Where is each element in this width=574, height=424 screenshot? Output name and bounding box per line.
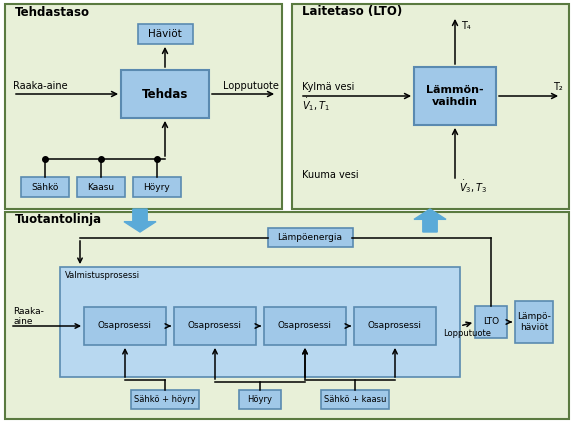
Text: Höyry: Höyry — [144, 182, 170, 192]
Text: Kuuma vesi: Kuuma vesi — [302, 170, 359, 180]
Text: Tehdas: Tehdas — [142, 87, 188, 100]
Text: Raaka-aine: Raaka-aine — [13, 81, 68, 91]
FancyBboxPatch shape — [5, 4, 282, 209]
Polygon shape — [414, 209, 446, 232]
FancyBboxPatch shape — [5, 212, 569, 419]
Text: Raaka-: Raaka- — [13, 307, 44, 316]
FancyBboxPatch shape — [133, 177, 181, 197]
Text: Kylmä vesi: Kylmä vesi — [302, 82, 354, 92]
FancyBboxPatch shape — [292, 4, 569, 209]
Text: T₂: T₂ — [553, 82, 563, 92]
FancyBboxPatch shape — [84, 307, 166, 345]
Text: Osaprosessi: Osaprosessi — [278, 321, 332, 330]
Text: Sähkö + höyry: Sähkö + höyry — [134, 396, 196, 404]
FancyBboxPatch shape — [515, 301, 553, 343]
FancyBboxPatch shape — [264, 307, 346, 345]
FancyBboxPatch shape — [414, 67, 496, 125]
Text: Lämmön-
vaihdin: Lämmön- vaihdin — [426, 85, 484, 107]
FancyBboxPatch shape — [77, 177, 125, 197]
Text: Laitetaso (LTO): Laitetaso (LTO) — [302, 6, 402, 19]
Text: Höyry: Höyry — [247, 396, 273, 404]
FancyBboxPatch shape — [475, 306, 507, 338]
Text: Häviöt: Häviöt — [148, 29, 182, 39]
FancyBboxPatch shape — [60, 267, 460, 377]
FancyBboxPatch shape — [121, 70, 209, 118]
Text: aine: aine — [13, 316, 33, 326]
Text: Valmistusprosessi: Valmistusprosessi — [65, 271, 140, 279]
Text: Lopputuote: Lopputuote — [443, 329, 491, 338]
Text: Sähkö: Sähkö — [32, 182, 59, 192]
FancyBboxPatch shape — [174, 307, 256, 345]
FancyBboxPatch shape — [131, 390, 199, 409]
FancyBboxPatch shape — [321, 390, 389, 409]
FancyBboxPatch shape — [239, 390, 281, 409]
Text: Osaprosessi: Osaprosessi — [368, 321, 422, 330]
Text: Tehdastaso: Tehdastaso — [15, 6, 90, 19]
FancyBboxPatch shape — [268, 228, 353, 247]
Text: Lämpöenergia: Lämpöenergia — [277, 234, 343, 243]
Text: $\dot{V}_3,T_3$: $\dot{V}_3,T_3$ — [459, 179, 487, 195]
Text: T₄: T₄ — [461, 21, 471, 31]
FancyBboxPatch shape — [138, 24, 193, 44]
Text: Kaasu: Kaasu — [87, 182, 115, 192]
Text: Tuotantolinja: Tuotantolinja — [15, 214, 102, 226]
Text: Lämpö-
häviöt: Lämpö- häviöt — [517, 312, 551, 332]
Polygon shape — [124, 209, 156, 232]
FancyBboxPatch shape — [354, 307, 436, 345]
Text: Lopputuote: Lopputuote — [223, 81, 279, 91]
Text: Osaprosessi: Osaprosessi — [98, 321, 152, 330]
Text: LTO: LTO — [483, 318, 499, 326]
Text: Osaprosessi: Osaprosessi — [188, 321, 242, 330]
FancyBboxPatch shape — [21, 177, 69, 197]
Text: $\dot{V}_1,T_1$: $\dot{V}_1,T_1$ — [302, 97, 330, 114]
Text: Sähkö + kaasu: Sähkö + kaasu — [324, 396, 386, 404]
